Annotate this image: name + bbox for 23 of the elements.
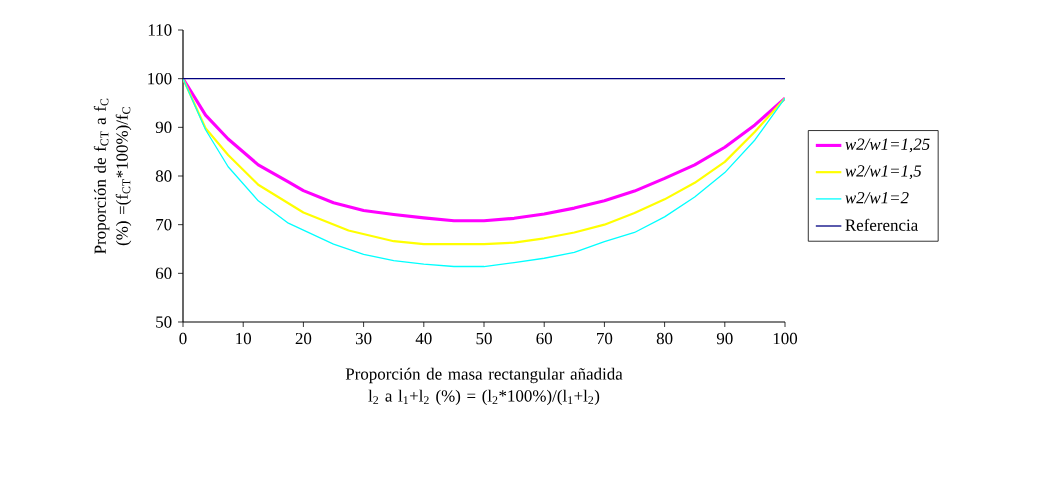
x-tick-label: 10 <box>236 332 252 345</box>
x-tick-label: 80 <box>656 332 673 345</box>
legend-label: Referencia <box>845 218 918 231</box>
legend-label: w2/w1=1,5 <box>845 165 922 180</box>
x-tick-label: 60 <box>536 332 553 345</box>
x-tick-label: 20 <box>295 332 312 345</box>
x-tick-label: 40 <box>415 332 432 345</box>
x-tick-label: 30 <box>355 332 372 345</box>
text: Proporción de masa rectangular añadida l$_{2}$ a l$_{1}$+l$_{2}$ (%) = (l$_{2}$*100%)/(l$_{1}$+l$_{2}$) <box>345 367 623 406</box>
x-tick-label: 50 <box>476 332 492 345</box>
y-tick-label: 90 <box>155 121 172 134</box>
y-tick-label: 60 <box>155 267 172 280</box>
legend-label: w2/w1=2 <box>845 192 909 204</box>
y-tick-label: 80 <box>155 170 172 182</box>
y-tick-label: 70 <box>156 218 172 231</box>
x-tick-label: 70 <box>597 332 613 345</box>
y-tick-label: 50 <box>156 316 172 328</box>
legend-label: w2/w1=1,25 <box>845 138 930 153</box>
y-tick-label: 100 <box>148 72 172 85</box>
x-tick-label: 100 <box>773 332 798 345</box>
y-tick-label: 110 <box>148 24 172 36</box>
x-tick-label: 0 <box>179 332 187 345</box>
x-tick-label: 90 <box>716 332 733 345</box>
